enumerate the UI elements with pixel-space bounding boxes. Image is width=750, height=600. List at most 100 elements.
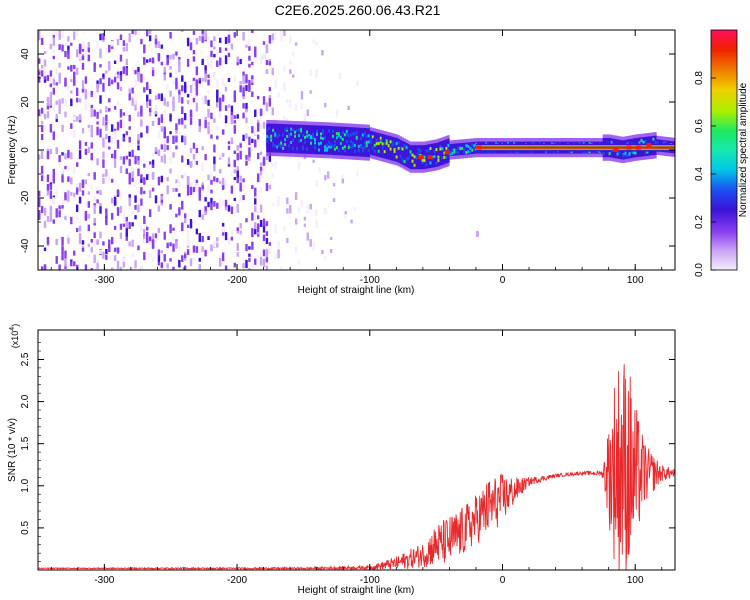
heatmap-cell	[105, 70, 108, 74]
heatmap-cell	[134, 215, 137, 220]
heatmap-cell	[369, 138, 372, 142]
heatmap-cell	[140, 119, 143, 125]
heatmap-cell	[125, 155, 128, 160]
heatmap-cell	[289, 35, 292, 44]
heatmap-cell	[55, 214, 58, 218]
heatmap-cell	[245, 44, 248, 48]
heatmap-cell	[350, 219, 353, 224]
heatmap-cell	[303, 223, 307, 227]
heatmap-cell	[151, 187, 155, 192]
heatmap-cell	[105, 134, 108, 140]
heatmap-cell	[99, 95, 102, 104]
heatmap-cell	[166, 101, 169, 107]
heatmap-cell	[433, 155, 436, 159]
heatmap-cell	[169, 258, 172, 262]
heatmap-cell	[73, 116, 76, 121]
heatmap-cell	[58, 155, 61, 163]
heatmap-cell	[64, 77, 67, 87]
heatmap-cell	[216, 202, 219, 209]
heatmap-cell	[148, 43, 152, 47]
heatmap-cell	[128, 151, 131, 157]
heatmap-cell	[181, 222, 184, 232]
x-tick-label: 100	[627, 575, 644, 586]
heatmap-cell	[110, 80, 114, 85]
heatmap-cell	[160, 250, 164, 254]
heatmap-cell	[52, 197, 55, 205]
heatmap-cell	[274, 133, 277, 137]
heatmap-cell	[189, 258, 193, 267]
heatmap-cell	[75, 215, 79, 220]
heatmap-cell	[61, 200, 64, 204]
heatmap-cell	[146, 99, 149, 108]
heatmap-cell	[245, 160, 248, 166]
heatmap-cell	[369, 140, 372, 144]
heatmap-cell	[70, 75, 73, 81]
heatmap-cell	[40, 37, 44, 45]
heatmap-cell	[227, 104, 231, 108]
heatmap-cell	[160, 195, 164, 200]
heatmap-cell	[254, 258, 257, 265]
heatmap-cell	[347, 105, 350, 111]
heatmap-cell	[242, 75, 245, 84]
heatmap-cell	[224, 206, 228, 211]
heatmap-cell	[236, 203, 239, 213]
heatmap-cell	[245, 85, 248, 91]
heatmap-cell	[58, 235, 61, 241]
heatmap-cell	[248, 246, 251, 250]
heatmap-cell	[157, 130, 161, 139]
heatmap-cell	[125, 168, 128, 174]
heatmap-cell	[201, 58, 204, 66]
heatmap-cell	[43, 50, 47, 55]
heatmap-cell	[315, 219, 318, 228]
heatmap-cell	[172, 96, 175, 105]
heatmap-cell	[219, 180, 222, 184]
heatmap-cell	[251, 264, 254, 268]
heatmap-cell	[356, 171, 359, 177]
heatmap-cell	[189, 186, 193, 195]
heatmap-cell	[169, 242, 172, 247]
heatmap-cell	[628, 152, 631, 156]
heatmap-cell	[453, 150, 456, 154]
heatmap-cell	[216, 60, 219, 67]
heatmap-cell	[52, 78, 55, 86]
heatmap-cell	[108, 48, 111, 53]
heatmap-cell	[373, 143, 376, 147]
heatmap-cell	[178, 89, 181, 94]
heatmap-cell	[391, 136, 394, 161]
heatmap-cell	[49, 70, 53, 77]
heatmap-cell	[113, 60, 117, 64]
heatmap-cell	[320, 136, 323, 140]
heatmap-cell	[213, 53, 216, 58]
heatmap-cell	[383, 150, 386, 154]
heatmap-cell	[349, 133, 353, 137]
heatmap-cell	[186, 187, 190, 196]
heatmap-cell	[61, 44, 64, 52]
heatmap-cell	[254, 198, 257, 205]
heatmap-cell	[160, 144, 164, 150]
heatmap-cell	[81, 190, 85, 196]
heatmap-cell	[110, 124, 114, 132]
heatmap-cell	[90, 108, 93, 118]
heatmap-cell	[116, 100, 120, 106]
heatmap-cell	[201, 30, 204, 35]
heatmap-cell	[166, 50, 169, 57]
heatmap-cell	[405, 157, 408, 161]
heatmap-cell	[183, 216, 187, 224]
heatmap-cell	[271, 173, 274, 178]
heatmap-cell	[61, 167, 64, 175]
heatmap-cell	[387, 135, 390, 160]
heatmap-cell	[339, 141, 343, 145]
heatmap-cell	[219, 37, 222, 43]
heatmap-cell	[664, 140, 667, 144]
heatmap-cell	[46, 75, 50, 81]
heatmap-cell	[131, 222, 134, 227]
y-tick-label: 40	[20, 48, 31, 60]
heatmap-cell	[265, 182, 269, 192]
heatmap-cell	[441, 140, 444, 165]
heatmap-cell	[300, 129, 303, 133]
heatmap-cell	[403, 144, 406, 148]
heatmap-cell	[341, 146, 345, 150]
heatmap-cell	[268, 95, 272, 99]
heatmap-cell	[154, 42, 158, 47]
heatmap-cell	[70, 177, 73, 185]
